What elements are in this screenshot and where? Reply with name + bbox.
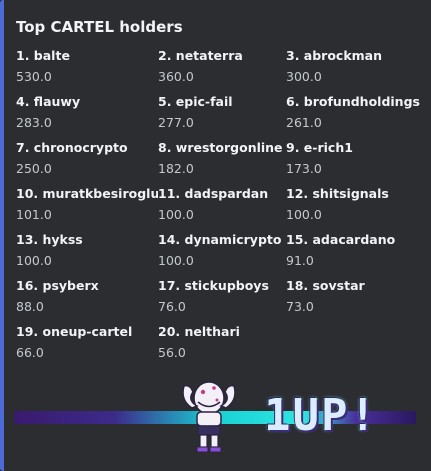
holder-value: 277.0: [158, 115, 194, 130]
holder-field: 8. wrestorgonline 182.0: [158, 140, 286, 186]
holder-name: 6. brofundholdings: [286, 94, 420, 109]
holder-name: 15. adacardano: [286, 232, 396, 247]
holder-name: 2. netaterra: [158, 48, 243, 63]
holder-name: 3. abrockman: [286, 48, 383, 63]
holder-name: 17. stickupboys: [158, 278, 269, 293]
holder-value: 100.0: [158, 207, 194, 222]
holder-field: 7. chronocrypto 250.0: [16, 140, 158, 186]
holder-field: 18. sovstar 73.0: [286, 278, 420, 324]
holder-field: 5. epic-fail 277.0: [158, 94, 286, 140]
holder-value: 530.0: [16, 69, 52, 84]
holder-name: 19. oneup-cartel: [16, 324, 133, 339]
holder-name: 13. hykss: [16, 232, 83, 247]
banner-graphic: [14, 381, 416, 453]
holder-field: 14. dynamicrypto 100.0: [158, 232, 286, 278]
holder-field: 9. e-rich1 173.0: [286, 140, 420, 186]
holder-value: 88.0: [16, 299, 44, 314]
holder-value: 100.0: [158, 253, 194, 268]
holder-field: 19. oneup-cartel 66.0: [16, 324, 158, 370]
embed-accent-bar: [0, 0, 4, 471]
holder-field: 6. brofundholdings 261.0: [286, 94, 420, 140]
holder-name: 14. dynamicrypto: [158, 232, 282, 247]
holder-name: 9. e-rich1: [286, 140, 353, 155]
holder-name: 16. psyberx: [16, 278, 99, 293]
holder-value: 182.0: [158, 161, 194, 176]
holder-field: 13. hykss 100.0: [16, 232, 158, 278]
holder-value: 100.0: [16, 253, 52, 268]
holder-name: 1. balte: [16, 48, 70, 63]
holder-field: 20. nelthari 56.0: [158, 324, 286, 370]
holder-value: 73.0: [286, 299, 314, 314]
holder-name: 7. chronocrypto: [16, 140, 128, 155]
holder-field: 15. adacardano 91.0: [286, 232, 420, 278]
embed-banner-image[interactable]: 1UP!: [14, 378, 416, 460]
holder-field: 4. flauwy 283.0: [16, 94, 158, 140]
holder-field: 12. shitsignals 100.0: [286, 186, 420, 232]
holder-field: 3. abrockman 300.0: [286, 48, 420, 94]
holder-value: 360.0: [158, 69, 194, 84]
holder-value: 76.0: [158, 299, 186, 314]
holder-field: 11. dadspardan 100.0: [158, 186, 286, 232]
holders-grid: 1. balte 530.0 2. netaterra 360.0 3. abroc…: [16, 48, 420, 370]
holder-value: 261.0: [286, 115, 322, 130]
holder-value: 250.0: [16, 161, 52, 176]
holder-name: 5. epic-fail: [158, 94, 233, 109]
holder-name: 20. nelthari: [158, 324, 240, 339]
holder-value: 91.0: [286, 253, 314, 268]
holder-name: 11. dadspardan: [158, 186, 269, 201]
holder-name: 4. flauwy: [16, 94, 81, 109]
holder-field: 2. netaterra 360.0: [158, 48, 286, 94]
holder-value: 100.0: [286, 207, 322, 222]
embed-title: Top CARTEL holders: [16, 18, 183, 36]
holder-name: 10. muratkbesiroglu: [16, 186, 158, 201]
holder-value: 300.0: [286, 69, 322, 84]
holder-name: 18. sovstar: [286, 278, 365, 293]
holder-value: 173.0: [286, 161, 322, 176]
holder-name: 8. wrestorgonline: [158, 140, 283, 155]
holder-field: 10. muratkbesiroglu 101.0: [16, 186, 158, 232]
holder-value: 66.0: [16, 345, 44, 360]
holder-name: 12. shitsignals: [286, 186, 389, 201]
holder-field: 17. stickupboys 76.0: [158, 278, 286, 324]
holder-field: 1. balte 530.0: [16, 48, 158, 94]
muscle-character-icon: [182, 381, 236, 453]
holder-value: 283.0: [16, 115, 52, 130]
holder-field: 16. psyberx 88.0: [16, 278, 158, 324]
holder-value: 56.0: [158, 345, 186, 360]
banner-logo-text: 1UP!: [264, 390, 378, 441]
holder-value: 101.0: [16, 207, 52, 222]
